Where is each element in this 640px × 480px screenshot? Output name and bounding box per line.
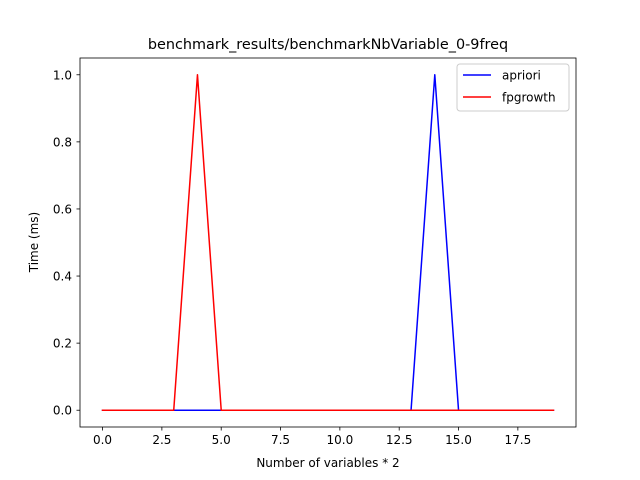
axes-layer: 0.0 2.5 5.0 7.5 10.0 12.5 15.0 17.5 0.0 0.2 0.4 0.6… <box>53 57 577 447</box>
x-axis-label: Number of variables * 2 <box>256 456 399 470</box>
x-tick-label: 7.5 <box>271 433 290 447</box>
series-line-fpgrowth <box>101 74 555 411</box>
y-tick-label: 1.0 <box>53 68 72 82</box>
y-tick-label: 0.0 <box>53 404 72 418</box>
series-line-apriori <box>101 74 555 411</box>
chart-title: benchmark_results/benchmarkNbVariable_0-… <box>148 37 508 53</box>
legend-label-fpgrowth: fpgrowth <box>502 91 556 105</box>
legend-label-apriori: apriori <box>502 69 541 83</box>
series-layer <box>101 74 555 411</box>
x-tick-label: 10.0 <box>327 433 354 447</box>
x-tick-label: 0.0 <box>93 433 112 447</box>
y-tick-label: 0.2 <box>53 337 72 351</box>
y-axis-label: Time (ms) <box>27 212 41 274</box>
x-tick-label: 5.0 <box>212 433 231 447</box>
y-tick-label: 0.4 <box>53 270 72 284</box>
x-tick-label: 15.0 <box>445 433 472 447</box>
x-tick-label: 17.5 <box>504 433 531 447</box>
x-tick-label: 2.5 <box>152 433 171 447</box>
x-tick-label: 12.5 <box>386 433 413 447</box>
y-tick-label: 0.6 <box>53 202 72 216</box>
plot-frame <box>79 57 577 428</box>
y-tick-label: 0.8 <box>53 135 72 149</box>
legend: apriori fpgrowth <box>456 63 570 112</box>
